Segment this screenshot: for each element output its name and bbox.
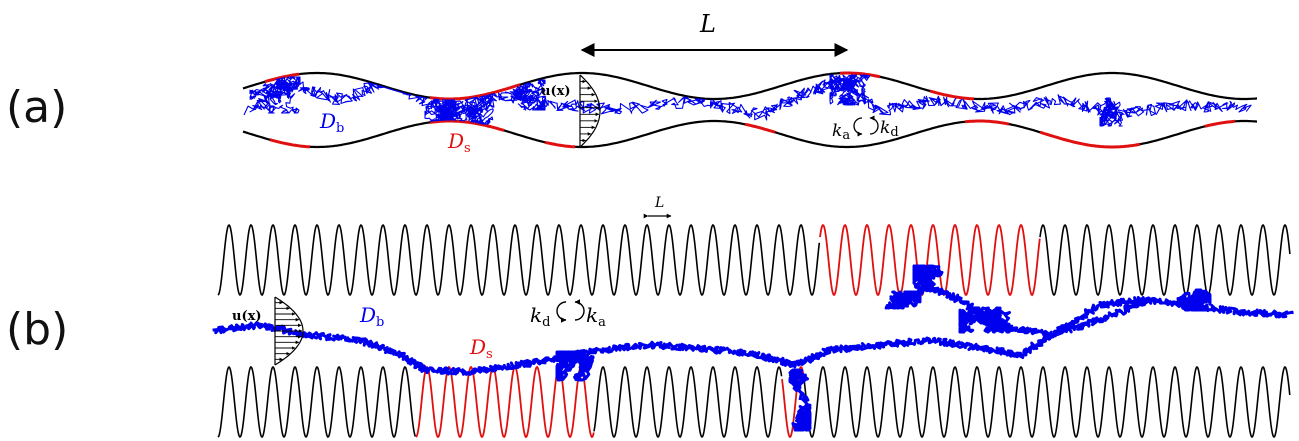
panel-a-label: (a) <box>6 82 67 133</box>
panel-a-exchange-arrows-icon <box>853 115 879 137</box>
panel-a-bulk-diffusivity: Db <box>319 109 344 136</box>
panel-b-exchange-arrows-icon <box>556 299 585 323</box>
panel-b-channel: u(x) L Db Ds kd ka <box>212 195 1294 439</box>
panel-a-adsorption-rate: ka <box>832 121 850 143</box>
panel-a-velocity-profile <box>579 74 601 148</box>
panel-a-top-wall <box>242 71 1258 101</box>
panel-b-label: (b) <box>6 304 68 355</box>
panel-a-velocity-label: u(x) <box>541 84 571 99</box>
panel-a-surface-diffusivity: Ds <box>447 129 471 156</box>
panel-a-period-label: L <box>699 10 716 38</box>
panel-b-bottom-wall <box>217 365 1291 439</box>
panel-b-bulk-diffusivity: Db <box>359 303 384 330</box>
panel-a-channel: u(x) L Db Ds ka kd <box>242 10 1258 156</box>
panel-b-top-wall <box>217 223 1291 297</box>
panel-b-period-label: L <box>654 195 664 211</box>
panel-b-bottom-surface-segment-1 <box>415 365 595 439</box>
panel-b-surface-diffusivity: Ds <box>469 335 493 362</box>
panel-a-surface-segments <box>264 71 1236 149</box>
panel-b-top-surface-segment <box>819 223 1041 297</box>
panel-b-adsorption-rate: ka <box>586 303 606 330</box>
panel-b-desorption-rate: kd <box>530 303 550 330</box>
panel-b-velocity-label: u(x) <box>232 309 262 324</box>
panel-a-desorption-rate: kd <box>880 118 899 140</box>
panel-b-bulk-trajectory <box>212 264 1294 432</box>
panel-a-bulk-trajectory <box>243 74 1252 127</box>
panel-b-velocity-profile <box>274 296 304 366</box>
